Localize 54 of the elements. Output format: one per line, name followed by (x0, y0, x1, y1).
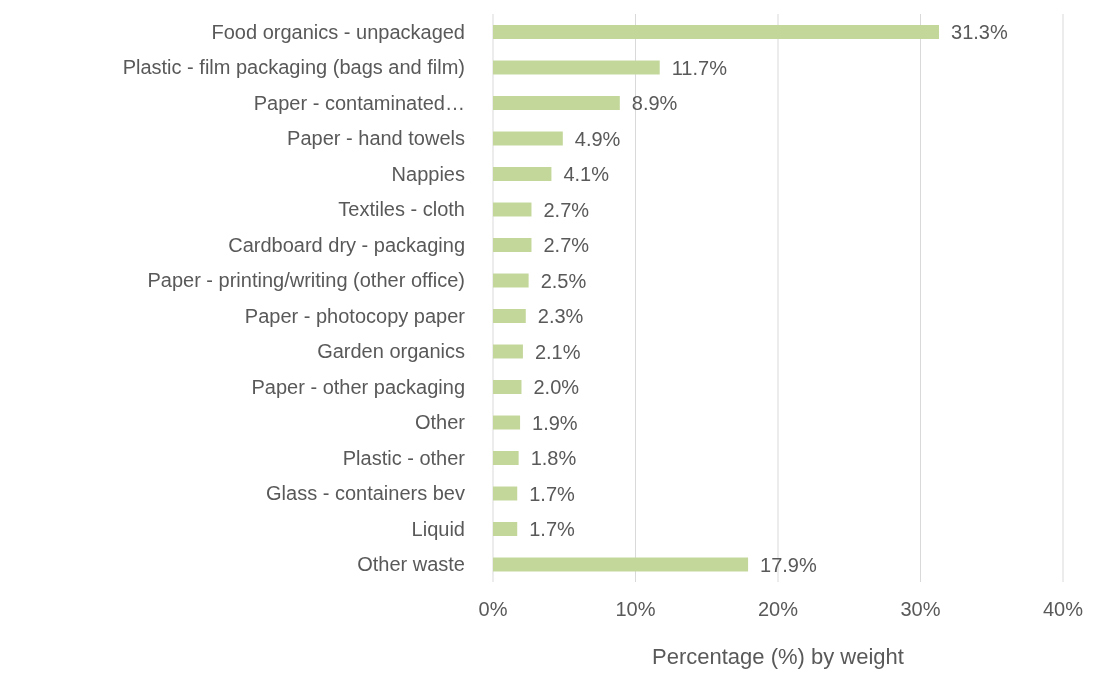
data-label: 1.7% (529, 518, 576, 540)
x-tick-label: 0% (478, 598, 508, 621)
y-tick-label: Textiles - cloth (338, 198, 465, 221)
y-tick-label: Garden organics (317, 340, 465, 363)
data-label: 2.0% (533, 376, 580, 398)
bar (493, 96, 620, 110)
data-label: 11.7% (671, 56, 728, 79)
x-tick-label: 20% (757, 598, 799, 621)
x-tick-label: 10% (615, 598, 656, 621)
y-tick-label: Other (414, 411, 466, 434)
data-label: 1.7% (529, 482, 576, 505)
bar (493, 309, 526, 323)
y-tick-label: Paper - contaminated… (253, 91, 465, 114)
x-axis-title: Percentage (%) by weight (652, 644, 904, 669)
y-tick-label: Liquid (411, 517, 465, 540)
data-label: 1.9% (532, 411, 578, 434)
bar (493, 380, 522, 394)
y-tick-label: Paper - other packaging (251, 375, 465, 398)
x-tick-label: 30% (900, 598, 941, 621)
bar (493, 131, 563, 146)
y-tick-label: Plastic - other (342, 446, 466, 469)
bar (493, 273, 529, 288)
data-label: 2.3% (537, 305, 584, 327)
bar (493, 415, 521, 430)
data-label: 2.7% (543, 198, 590, 221)
y-tick-label: Glass - containers bev (266, 482, 465, 505)
data-label: 2.7% (543, 234, 590, 256)
y-tick-label: Other waste (357, 553, 465, 576)
bar (493, 60, 660, 75)
bar (493, 25, 940, 39)
y-tick-label: Food organics - unpackaged (211, 20, 465, 43)
x-tick-label: 40% (1042, 598, 1084, 621)
data-label: 17.9% (760, 553, 817, 576)
y-tick-label: Cardboard dry - packaging (228, 233, 465, 256)
bar (493, 486, 518, 501)
data-label: 1.8% (530, 447, 577, 469)
data-label: 4.1% (563, 163, 610, 185)
y-tick-label: Plastic - film packaging (bags and film) (122, 56, 465, 79)
bar (493, 522, 518, 536)
data-label: 31.3% (951, 21, 1008, 43)
bar (493, 202, 532, 217)
y-tick-label: Paper - printing/writing (other office) (147, 269, 465, 292)
data-label: 2.5% (540, 269, 587, 292)
y-tick-label: Paper - hand towels (287, 127, 465, 150)
bar (493, 167, 552, 181)
y-tick-label: Nappies (391, 162, 465, 185)
bar (493, 344, 523, 359)
bar (493, 238, 532, 252)
bar (493, 557, 749, 572)
y-tick-label: Paper - photocopy paper (244, 304, 466, 327)
data-label: 8.9% (631, 92, 678, 114)
data-label: 4.9% (574, 127, 621, 150)
bar (493, 451, 519, 465)
data-label: 2.1% (534, 340, 581, 363)
